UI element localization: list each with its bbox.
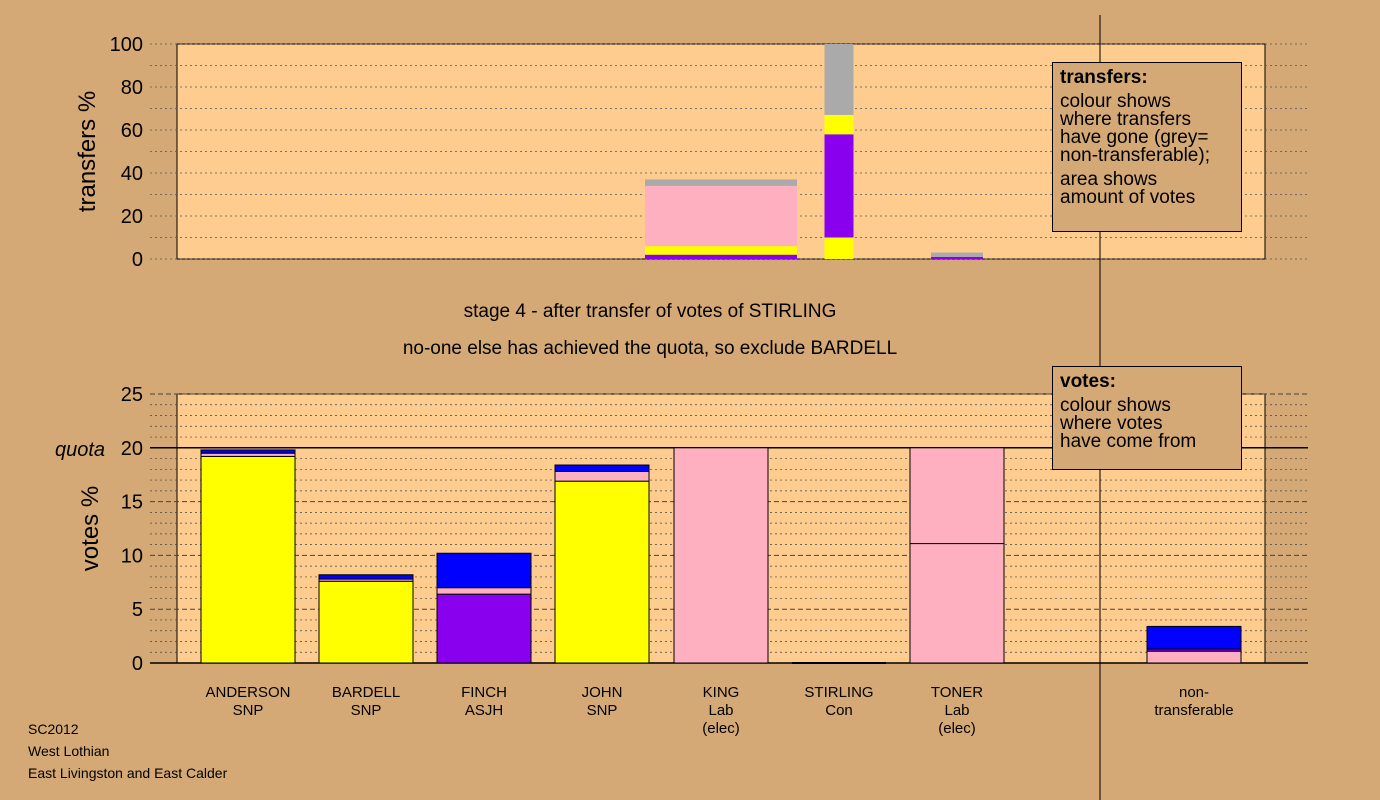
votes-y-tick-label: 5 bbox=[132, 599, 143, 621]
legend-line: have gone (grey= bbox=[1060, 127, 1209, 148]
candidate-party-label: SNP bbox=[587, 702, 618, 719]
transfer-segment bbox=[931, 256, 983, 259]
legend-line: colour shows bbox=[1060, 91, 1171, 112]
vote-bar-segment bbox=[318, 574, 414, 580]
vote-bar-segment bbox=[909, 447, 1005, 545]
votes-y-tick-label: 15 bbox=[121, 492, 143, 514]
footer-ward: East Livingston and East Calder bbox=[28, 765, 228, 781]
candidate-name-label: STIRLING bbox=[804, 684, 873, 701]
transfers-y-tick-label: 0 bbox=[132, 249, 143, 271]
vote-bar-segment bbox=[436, 552, 532, 589]
candidate-party-label: Lab bbox=[708, 702, 733, 719]
candidate-elected-label: (elec) bbox=[938, 720, 976, 737]
transfers-y-tick-label: 40 bbox=[121, 163, 143, 185]
votes-y-tick-label: 20 bbox=[121, 438, 143, 460]
transfer-segment bbox=[824, 44, 854, 115]
transfers-legend-colour-text: colour shows where transfers have gone (… bbox=[1060, 91, 1234, 166]
transfers-legend: transfers: colour shows where transfers … bbox=[1052, 62, 1242, 232]
transfer-segment bbox=[931, 252, 983, 257]
non-transferable-segment bbox=[1146, 650, 1242, 664]
transfer-segment bbox=[824, 237, 854, 259]
vote-bar-segment bbox=[436, 593, 532, 664]
transfer-segment bbox=[645, 252, 797, 255]
transfer-segment bbox=[824, 134, 854, 238]
candidate-party-label: Lab bbox=[944, 702, 969, 719]
legend-line: where votes bbox=[1060, 413, 1163, 434]
legend-line: where transfers bbox=[1060, 109, 1191, 130]
votes-legend: votes: colour shows where votes have com… bbox=[1052, 366, 1242, 470]
votes-y-tick-label: 25 bbox=[121, 384, 143, 406]
transfers-y-tick-label: 20 bbox=[121, 206, 143, 228]
transfer-segment bbox=[645, 254, 797, 259]
candidate-name-label: KING bbox=[703, 684, 740, 701]
vote-bar-segment bbox=[200, 449, 296, 454]
vote-bar-segment bbox=[200, 455, 296, 664]
legend-line: non-transferable); bbox=[1060, 145, 1210, 166]
transfers-y-axis-label: transfers % bbox=[74, 91, 101, 212]
non-transferable-segment bbox=[1146, 625, 1242, 650]
vote-bar-segment bbox=[554, 480, 650, 664]
candidate-name-label: TONER bbox=[931, 684, 983, 701]
transfer-segment bbox=[645, 246, 797, 253]
transfers-legend-title: transfers: bbox=[1060, 67, 1148, 88]
legend-line: have come from bbox=[1060, 431, 1197, 452]
vote-bar-segment bbox=[436, 587, 532, 595]
votes-y-axis-label: votes % bbox=[77, 486, 104, 571]
vote-bar-segment bbox=[909, 543, 1005, 664]
candidate-name-label: JOHN bbox=[582, 684, 623, 701]
non-transferable-label: transferable bbox=[1154, 702, 1233, 719]
legend-line: colour shows bbox=[1060, 395, 1171, 416]
footer-election: SC2012 bbox=[28, 721, 79, 737]
legend-line: amount of votes bbox=[1060, 187, 1196, 208]
transfer-segment bbox=[824, 114, 854, 135]
vote-bar-segment bbox=[673, 447, 769, 664]
candidate-name-label: BARDELL bbox=[332, 684, 400, 701]
candidate-party-label: SNP bbox=[351, 702, 382, 719]
transfer-segment bbox=[645, 179, 797, 186]
stage-description: stage 4 - after transfer of votes of STI… bbox=[463, 301, 837, 322]
votes-y-tick-label: 0 bbox=[132, 653, 143, 675]
candidate-name-label: ANDERSON bbox=[205, 684, 290, 701]
candidate-party-label: SNP bbox=[233, 702, 264, 719]
votes-legend-title: votes: bbox=[1060, 371, 1116, 392]
transfers-y-tick-label: 60 bbox=[121, 120, 143, 142]
candidate-name-label: FINCH bbox=[461, 684, 507, 701]
vote-bar-segment bbox=[318, 580, 414, 664]
exclusion-description: no-one else has achieved the quota, so e… bbox=[402, 338, 898, 359]
transfers-legend-area-text: area shows amount of votes bbox=[1060, 169, 1234, 208]
votes-y-tick-label: 10 bbox=[121, 545, 143, 567]
vote-bar-segment bbox=[554, 470, 650, 482]
candidate-elected-label: (elec) bbox=[702, 720, 740, 737]
transfers-y-tick-label: 80 bbox=[121, 77, 143, 99]
non-transferable-label: non- bbox=[1179, 684, 1209, 701]
votes-legend-colour-text: colour shows where votes have come from bbox=[1060, 395, 1234, 452]
legend-line: area shows bbox=[1060, 169, 1158, 190]
footer-council: West Lothian bbox=[28, 743, 110, 759]
vote-bar-segment bbox=[554, 464, 650, 472]
quota-label: quota bbox=[55, 439, 105, 461]
transfer-segment bbox=[645, 185, 797, 247]
transfers-y-tick-label: 100 bbox=[110, 34, 143, 56]
candidate-party-label: ASJH bbox=[465, 702, 503, 719]
candidate-party-label: Con bbox=[825, 702, 853, 719]
